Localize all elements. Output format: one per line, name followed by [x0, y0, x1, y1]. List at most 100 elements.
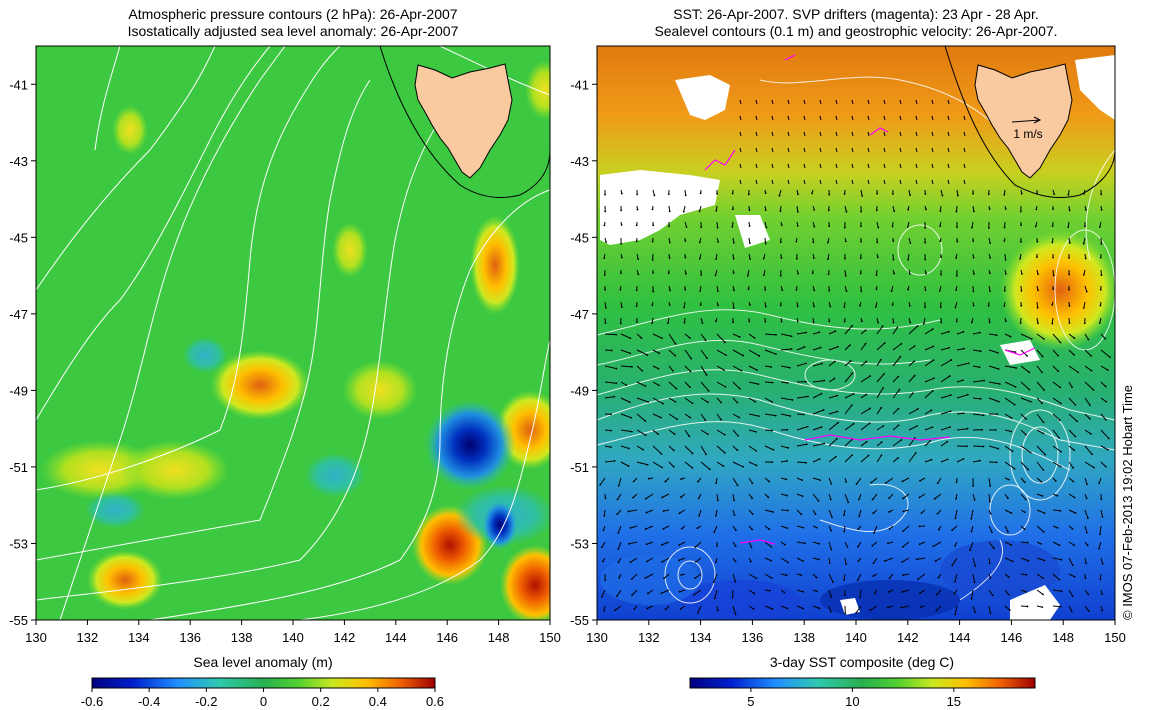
velocity-arrow-tip — [772, 448, 775, 451]
velocity-arrow — [835, 147, 838, 153]
velocity-arrow — [963, 179, 966, 185]
velocity-arrow-tip — [851, 454, 853, 457]
left-colorbar: Sea level anomaly (m) -0.6 -0.4 -0.2 0 0.2 0.… — [81, 654, 444, 709]
velocity-arrow-tip — [836, 437, 838, 440]
velocity-arrow — [937, 477, 942, 484]
velocity-arrow-tip — [1059, 341, 1062, 344]
velocity-arrow-tip — [922, 322, 925, 325]
velocity-arrow — [796, 541, 805, 544]
velocity-arrow-tip — [733, 499, 736, 502]
velocity-arrow-tip — [771, 381, 774, 384]
velocity-arrow-tip — [818, 607, 821, 610]
velocity-arrow-tip — [733, 241, 735, 244]
velocity-arrow — [955, 205, 958, 212]
velocity-arrow — [652, 413, 662, 419]
velocity-arrow — [972, 380, 985, 383]
velocity-arrow — [892, 327, 898, 335]
velocity-arrow-tip — [940, 256, 943, 259]
velocity-arrow — [732, 397, 738, 403]
velocity-arrow-tip — [705, 453, 707, 456]
geostrophic-velocity-arrows — [599, 99, 1112, 616]
velocity-arrow-tip — [1051, 241, 1054, 244]
velocity-arrow-tip — [667, 272, 670, 275]
velocity-arrow-tip — [699, 290, 702, 292]
velocity-arrow-tip — [604, 193, 606, 196]
velocity-arrow — [1020, 541, 1028, 544]
velocity-arrow-tip — [1101, 593, 1103, 596]
velocity-arrow-tip — [1073, 449, 1076, 452]
velocity-arrow — [947, 131, 950, 137]
velocity-arrow — [700, 413, 706, 421]
velocity-arrow — [661, 541, 670, 546]
velocity-arrow — [902, 493, 910, 499]
velocity-arrow-tip — [644, 577, 647, 579]
velocity-arrow-tip — [805, 443, 808, 446]
velocity-arrow — [796, 461, 807, 464]
velocity-arrow-tip — [778, 194, 781, 197]
velocity-arrow-tip — [1068, 288, 1070, 291]
velocity-arrow — [771, 115, 774, 121]
velocity-arrow-tip — [786, 494, 788, 497]
velocity-arrow — [732, 461, 744, 468]
velocity-arrow — [1052, 461, 1061, 467]
velocity-arrow-tip — [949, 394, 952, 396]
velocity-arrow — [716, 493, 719, 501]
velocity-arrow-tip — [724, 385, 727, 388]
velocity-arrow-tip — [989, 512, 992, 515]
velocity-arrow — [716, 381, 726, 388]
velocity-arrow — [714, 269, 718, 276]
velocity-arrow — [908, 345, 915, 351]
velocity-arrow-tip — [954, 306, 957, 309]
velocity-arrow-tip — [716, 226, 719, 229]
velocity-arrow-tip — [1020, 304, 1023, 307]
velocity-arrow-tip — [781, 289, 784, 292]
velocity-arrow-tip — [856, 579, 859, 582]
velocity-arrow-tip — [684, 256, 687, 259]
velocity-arrow-tip — [674, 400, 677, 403]
velocity-arrow-tip — [908, 272, 911, 275]
velocity-arrow-tip — [883, 372, 885, 375]
velocity-arrow — [956, 412, 964, 415]
velocity-arrow-tip — [956, 194, 959, 197]
velocity-arrow-tip — [660, 337, 663, 340]
velocity-arrow — [796, 362, 807, 367]
velocity-arrow-tip — [893, 210, 896, 213]
velocity-arrow-tip — [770, 559, 772, 562]
velocity-arrow — [970, 509, 974, 519]
velocity-arrow — [947, 163, 950, 169]
velocity-arrow — [988, 525, 993, 533]
velocity-arrow-tip — [888, 527, 891, 530]
velocity-arrow — [1100, 381, 1107, 387]
velocity-arrow-tip — [802, 560, 804, 563]
velocity-arrow — [628, 541, 638, 545]
velocity-arrow — [601, 541, 606, 548]
velocity-arrow — [780, 557, 789, 563]
velocity-arrow — [940, 331, 949, 335]
velocity-arrow — [780, 333, 792, 337]
velocity-arrow — [988, 333, 997, 336]
velocity-arrow-tip — [859, 257, 862, 260]
velocity-arrow-tip — [605, 306, 607, 309]
velocity-arrow-tip — [830, 529, 833, 532]
velocity-arrow — [771, 99, 774, 105]
velocity-arrow-tip — [802, 413, 805, 416]
velocity-arrow-tip — [696, 527, 699, 530]
velocity-arrow-tip — [930, 458, 933, 461]
velocity-arrow-tip — [1021, 272, 1023, 275]
velocity-arrow — [892, 424, 899, 431]
right-lon-tick-label: 136 — [742, 630, 764, 645]
velocity-arrow-tip — [936, 482, 939, 485]
velocity-arrow-tip — [1068, 209, 1071, 212]
left-lat-tick-label: -53 — [9, 536, 28, 551]
velocity-arrow — [1100, 509, 1104, 517]
velocity-arrow-tip — [1073, 354, 1075, 356]
velocity-arrow — [755, 163, 758, 169]
right-lat-tick-label: -51 — [570, 460, 589, 475]
velocity-arrow-tip — [1056, 526, 1059, 529]
velocity-arrow — [755, 115, 758, 121]
velocity-arrow — [748, 509, 754, 515]
velocity-arrow-tip — [676, 418, 678, 421]
velocity-arrow-tip — [941, 194, 944, 197]
velocity-arrow — [892, 457, 899, 463]
velocity-arrow — [1084, 605, 1090, 612]
